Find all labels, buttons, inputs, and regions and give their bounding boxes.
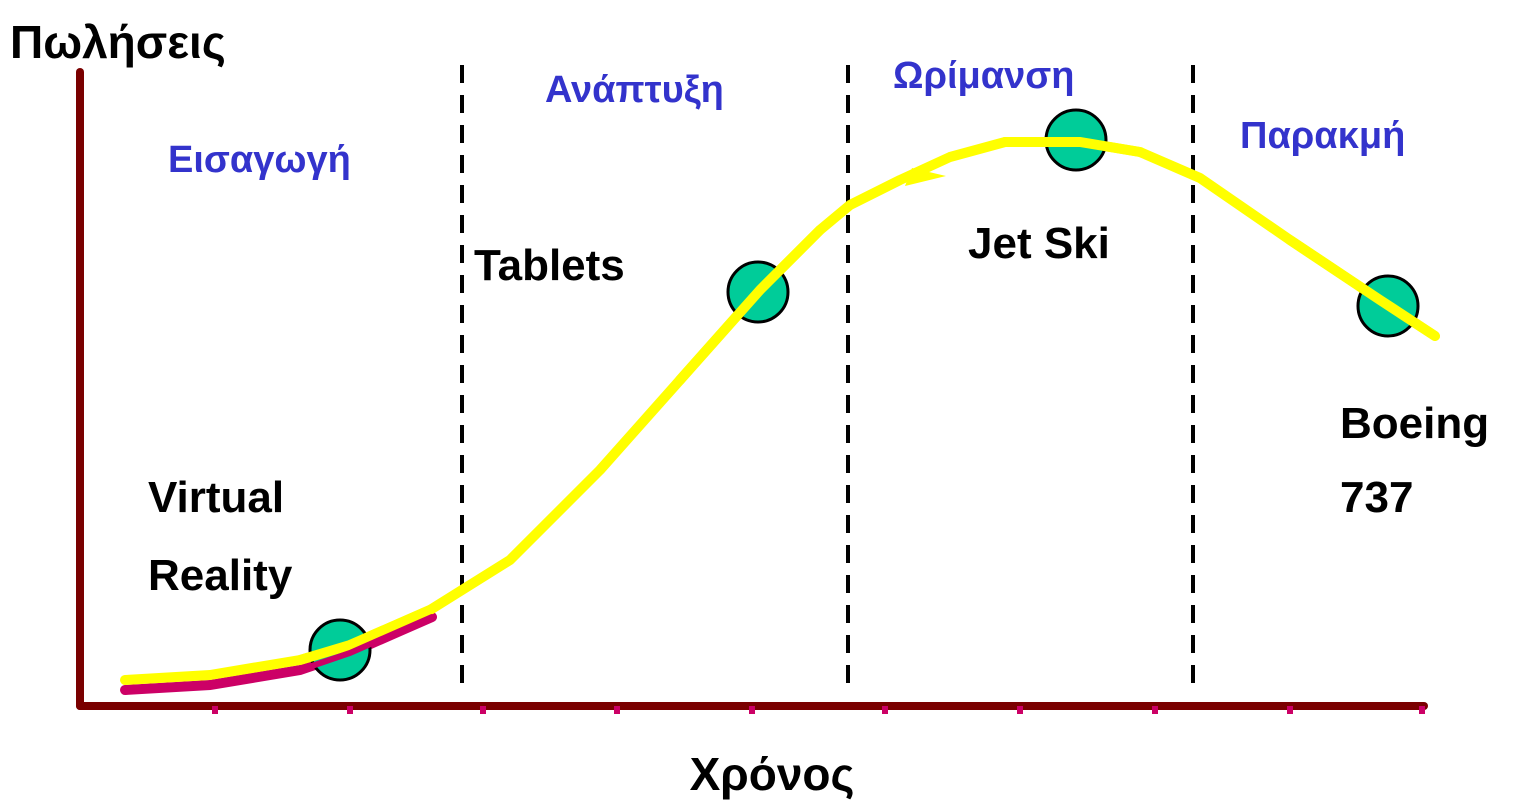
stage-label: Ωρίμανση — [893, 55, 1074, 97]
stage-separators — [460, 65, 1195, 685]
curve-overlay — [1000, 137, 1145, 157]
stage-label: Παρακμή — [1240, 115, 1405, 157]
curve-overlay — [297, 614, 435, 673]
product-label: Boeing — [1340, 399, 1489, 448]
curve-overlay — [675, 225, 825, 385]
x-ticks — [212, 706, 1425, 714]
curve-arrow — [905, 168, 946, 186]
curve-overlay — [295, 605, 435, 665]
stage-label: Ανάπτυξη — [545, 69, 724, 111]
product-label: 737 — [1340, 473, 1413, 522]
product-label: Tablets — [474, 241, 625, 290]
curve-overlay — [1285, 235, 1440, 341]
y-axis-label: Πωλήσεις — [10, 16, 226, 68]
x-axis-label: Χρόνος — [690, 748, 855, 800]
product-label: Virtual — [148, 473, 284, 522]
life-cycle-curve — [120, 137, 1440, 685]
stage-label: Εισαγωγή — [168, 139, 351, 181]
product-label: Jet Ski — [968, 219, 1110, 268]
product-label: Reality — [148, 551, 293, 600]
